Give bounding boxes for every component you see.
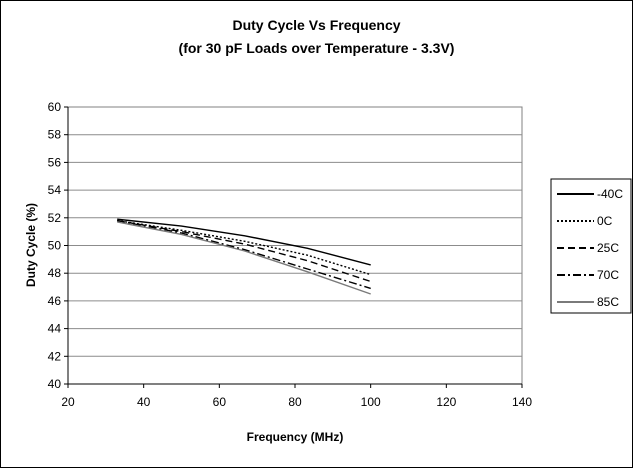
y-tick-label: 40 [48,377,62,391]
x-tick-label: 60 [213,395,227,409]
series-line [117,221,371,295]
x-axis-label: Frequency (MHz) [247,430,344,444]
y-tick-label: 58 [48,128,62,142]
legend-label: 70C [597,268,619,282]
legend-label: -40C [597,187,623,201]
y-tick-label: 42 [48,349,62,363]
x-tick-label: 120 [436,395,456,409]
chart-title: Duty Cycle Vs Frequency [232,17,401,33]
series-group [117,218,371,295]
y-tick-label: 54 [48,183,62,197]
y-tick-label: 56 [48,155,62,169]
legend: -40C 0C 25C 70C 85C [557,187,623,309]
y-tick-label: 44 [48,322,62,336]
y-tick-label: 46 [48,294,62,308]
x-tick-label: 80 [288,395,302,409]
x-tick-label: 100 [361,395,381,409]
legend-box [550,178,632,314]
chart-subtitle: (for 30 pF Loads over Temperature - 3.3V… [178,40,455,56]
y-axis-label: Duty Cycle (%) [24,203,38,287]
legend-label: 85C [597,295,619,309]
y-tick-label: 50 [48,239,62,253]
y-tick-label: 48 [48,266,62,280]
x-tick-label: 140 [512,395,532,409]
series-line [117,219,371,276]
series-line [117,218,371,266]
x-tick-label: 20 [61,395,75,409]
legend-label: 25C [597,241,619,255]
y-tick-label: 52 [48,211,62,225]
y-tick-label: 60 [48,100,62,114]
series-line [117,219,371,290]
legend-label: 0C [597,214,613,228]
axis-ticks: 40 42 44 46 48 50 52 54 56 58 60 20 40 60 80 100 120 140 [48,100,533,409]
x-tick-label: 40 [137,395,151,409]
